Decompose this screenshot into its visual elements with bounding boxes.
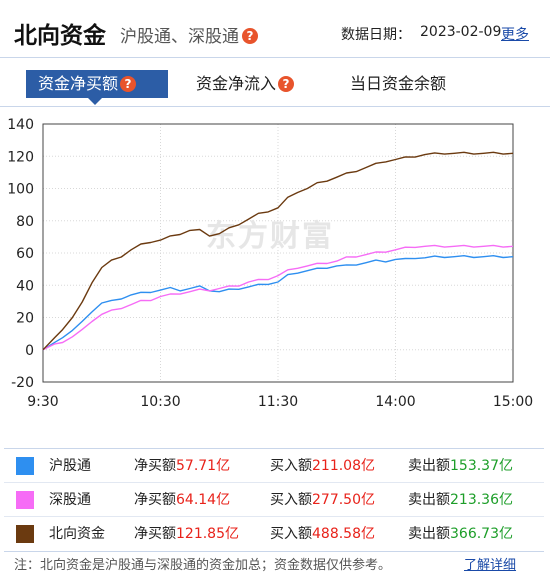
buy-cell: 买入额211.08亿 <box>270 449 375 483</box>
buy-label: 买入额 <box>270 526 312 542</box>
chart-svg: 东方财富 -20 0 20 40 60 80 100 120 140 9:30 10:30 11:30… <box>7 117 533 410</box>
y-tick-label: 140 <box>7 117 34 133</box>
y-tick-label: 0 <box>25 343 34 359</box>
net-buy-cell: 净买额57.71亿 <box>134 449 230 483</box>
y-tick-label: 20 <box>16 311 34 327</box>
buy-value: 277.50亿 <box>312 492 375 508</box>
header: 北向资金 沪股通、深股通? 数据日期： 2023-02-09 更多 <box>0 0 550 58</box>
page-title: 北向资金 <box>14 23 106 49</box>
net-buy-value: 64.14亿 <box>176 492 231 508</box>
legend-table: 沪股通 净买额57.71亿 买入额211.08亿 卖出额153.37亿 深股通 … <box>4 448 544 552</box>
active-tab-pointer <box>88 98 102 105</box>
plot-frame <box>42 123 514 383</box>
net-buy-value: 57.71亿 <box>176 458 231 474</box>
help-icon[interactable]: ? <box>120 75 137 92</box>
sell-value: 366.73亿 <box>450 526 513 542</box>
sell-cell: 卖出额366.73亿 <box>408 517 513 551</box>
y-tick-label: 60 <box>16 246 34 262</box>
buy-cell: 买入额488.58亿 <box>270 517 375 551</box>
net-buy-value: 121.85亿 <box>176 526 239 542</box>
sell-label: 卖出额 <box>408 458 450 474</box>
legend-row-hgt: 沪股通 净买额57.71亿 买入额211.08亿 卖出额153.37亿 <box>4 449 544 483</box>
help-icon[interactable]: ? <box>278 75 295 92</box>
series-line <box>42 254 514 351</box>
series-name: 沪股通 <box>49 458 91 474</box>
sell-cell: 卖出额213.36亿 <box>408 483 513 517</box>
hgt-swatch <box>16 457 34 475</box>
net-buy-label: 净买额 <box>134 492 176 508</box>
y-tick-label: -20 <box>11 375 34 391</box>
buy-label: 买入额 <box>270 458 312 474</box>
buy-value: 211.08亿 <box>312 458 375 474</box>
series-line <box>42 244 514 351</box>
more-link[interactable]: 更多 <box>501 27 529 43</box>
tab-daily-balance-label: 当日资金余额 <box>350 74 447 93</box>
net-buy-cell: 净买额121.85亿 <box>134 517 239 551</box>
series <box>42 151 514 351</box>
net-buy-cell: 净买额64.14亿 <box>134 483 230 517</box>
x-tick-label: 14:00 <box>375 394 415 410</box>
x-tick-label: 10:30 <box>140 394 180 410</box>
buy-label: 买入额 <box>270 492 312 508</box>
net-buy-chart: 东方财富 -20 0 20 40 60 80 100 120 140 9:30 10:30 11:30… <box>0 112 550 412</box>
legend-row-sgt: 深股通 净买额64.14亿 买入额277.50亿 卖出额213.36亿 <box>4 483 544 517</box>
date-value: 2023-02-09 <box>420 24 502 40</box>
sell-label: 卖出额 <box>408 492 450 508</box>
subtitle-text: 沪股通、深股通 <box>120 27 239 47</box>
x-tick-label: 11:30 <box>258 394 298 410</box>
sell-label: 卖出额 <box>408 526 450 542</box>
y-tick-label: 100 <box>7 182 34 198</box>
page-subtitle: 沪股通、深股通? <box>120 22 258 47</box>
tab-net-buy-label: 资金净买额 <box>38 74 119 93</box>
header-divider <box>0 57 550 58</box>
x-tick-label: 9:30 <box>27 394 58 410</box>
sgt-swatch <box>16 491 34 509</box>
y-tick-label: 80 <box>16 214 34 230</box>
tab-net-inflow-label: 资金净流入 <box>196 74 277 93</box>
tab-net-inflow[interactable]: 资金净流入? <box>196 70 295 98</box>
help-icon[interactable]: ? <box>242 28 258 44</box>
tab-net-buy[interactable]: 资金净买额? <box>26 70 168 98</box>
sell-value: 153.37亿 <box>450 458 513 474</box>
series-name: 深股通 <box>49 492 91 508</box>
date-label: 数据日期： <box>341 27 411 43</box>
series-name: 北向资金 <box>49 526 105 542</box>
tab-bar: 资金净买额? 资金净流入? 当日资金余额 <box>0 62 550 106</box>
net-buy-label: 净买额 <box>134 526 176 542</box>
series-line <box>42 151 514 351</box>
y-tick-label: 40 <box>16 278 34 294</box>
x-tick-label: 15:00 <box>493 394 533 410</box>
sell-cell: 卖出额153.37亿 <box>408 449 513 483</box>
legend-row-bxzj: 北向资金 净买额121.85亿 买入额488.58亿 卖出额366.73亿 <box>4 517 544 551</box>
tab-daily-balance[interactable]: 当日资金余额 <box>350 70 446 98</box>
buy-value: 488.58亿 <box>312 526 375 542</box>
net-buy-label: 净买额 <box>134 458 176 474</box>
sell-value: 213.36亿 <box>450 492 513 508</box>
footer-note: 注：北向资金是沪股通与深股通的资金加总；资金数据仅供参考。 <box>14 558 392 573</box>
axes: -20 0 20 40 60 80 100 120 140 9:30 10:30 11:30 14:00… <box>7 117 533 410</box>
tabs-divider <box>0 106 550 107</box>
buy-cell: 买入额277.50亿 <box>270 483 375 517</box>
bxzj-swatch <box>16 525 34 543</box>
learn-more-link[interactable]: 了解详细 <box>464 558 517 573</box>
y-tick-label: 120 <box>7 149 34 165</box>
watermark-logo: 东方财富 <box>206 219 334 254</box>
